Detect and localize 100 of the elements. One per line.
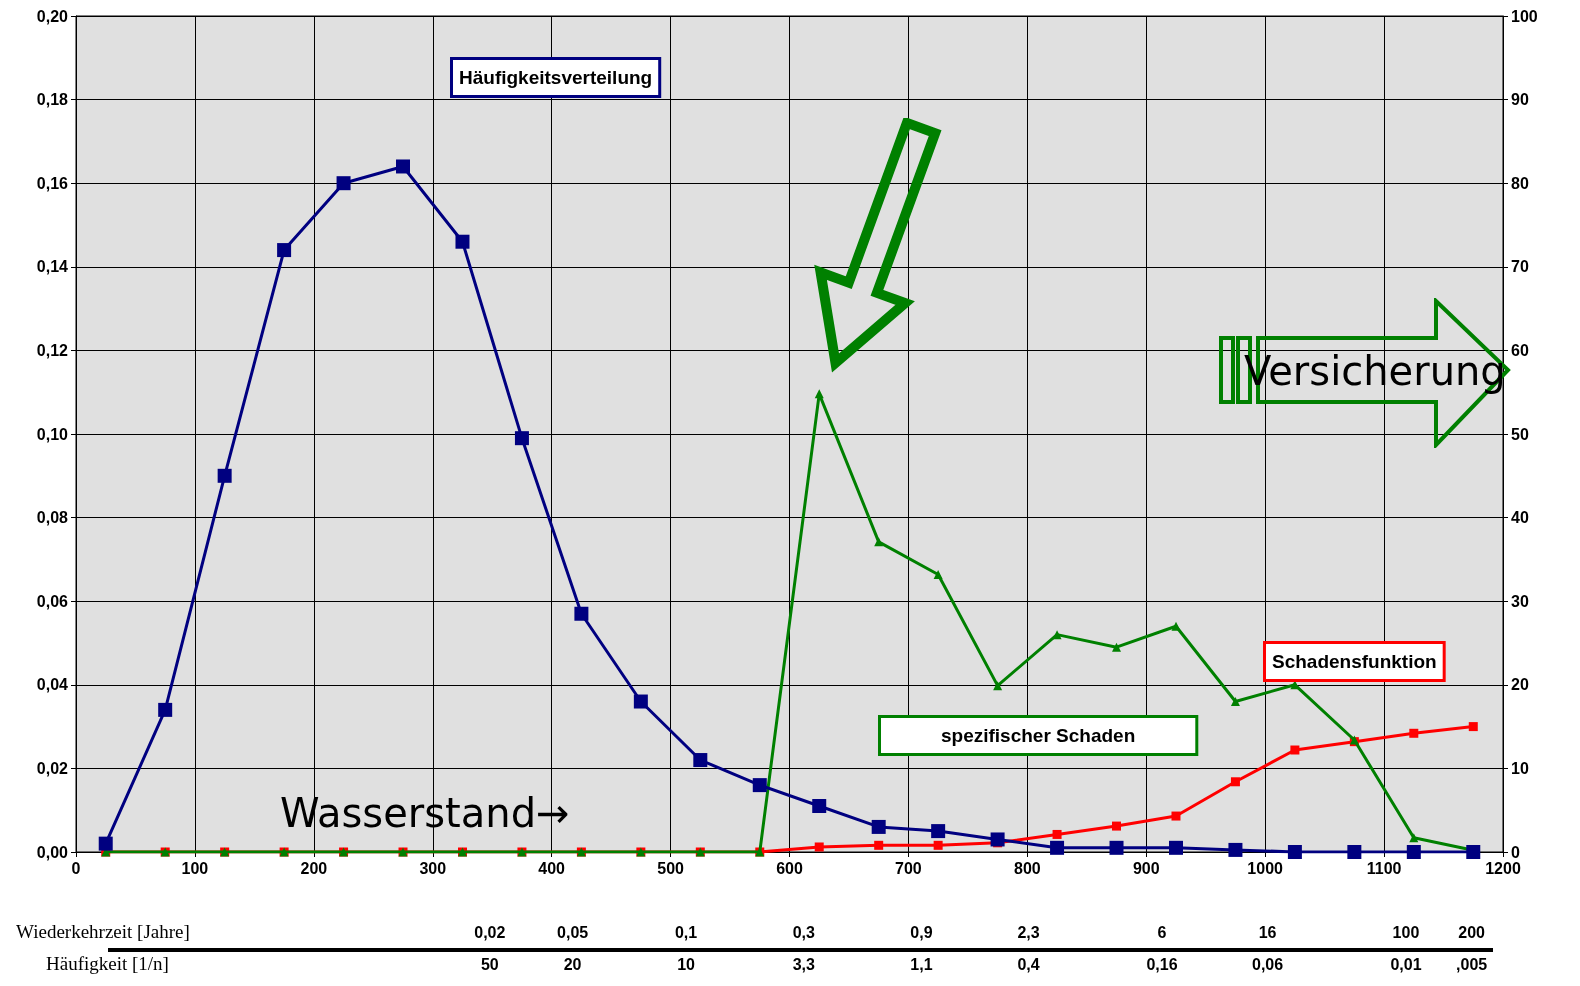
text: Häufigkeit [1/n] <box>46 953 169 974</box>
text: Häufigkeitsverteilung <box>459 67 653 88</box>
point <box>98 836 113 851</box>
point <box>1171 621 1181 631</box>
point <box>1112 821 1122 831</box>
y2-tick-label: 40 <box>1511 509 1529 527</box>
point <box>1168 840 1183 855</box>
point <box>1290 745 1300 755</box>
text: 0,1 <box>674 923 698 941</box>
y-tick-label: 0,20 <box>36 7 69 25</box>
y2-tick-label: 80 <box>1511 174 1529 192</box>
point <box>1287 845 1302 859</box>
x-tick-label: 200 <box>300 859 328 877</box>
point <box>1409 728 1419 738</box>
x-tick-label: 700 <box>895 859 922 877</box>
y2-tick-label: 10 <box>1511 759 1529 777</box>
point <box>514 431 529 446</box>
x-tick-label: 1100 <box>1366 859 1402 877</box>
text: 0,3 <box>792 923 815 941</box>
y2-tick-label: 100 <box>1511 7 1538 25</box>
point <box>814 842 824 852</box>
y-tick-label: 0,14 <box>36 258 69 276</box>
text: spezifischer Schaden <box>941 725 1136 746</box>
y-tick-label: 0,10 <box>36 425 69 443</box>
y-tick-label: 0,02 <box>36 759 69 777</box>
text: 16 <box>1258 923 1277 941</box>
text: 2,3 <box>1017 923 1040 941</box>
x-tick-label: 100 <box>181 859 209 877</box>
point <box>1050 840 1065 855</box>
y-tick-label: 0,00 <box>36 843 69 861</box>
x-tick-label: 0 <box>71 859 81 877</box>
y2-tick-label: 70 <box>1511 258 1529 276</box>
y2-tick-label: 20 <box>1511 676 1529 694</box>
point <box>455 234 470 249</box>
point <box>933 840 943 850</box>
point <box>931 824 946 839</box>
point <box>396 159 411 174</box>
point <box>1466 845 1481 859</box>
point <box>1347 845 1362 859</box>
y2-tick-label: 60 <box>1511 341 1529 359</box>
point <box>1228 842 1243 857</box>
point <box>812 799 827 814</box>
point <box>574 606 589 621</box>
x-tick-label: 1000 <box>1247 859 1284 877</box>
point <box>933 569 943 579</box>
text: 0,06 <box>1251 955 1284 973</box>
point <box>1230 697 1240 707</box>
text: 10 <box>677 955 696 973</box>
text: 0,02 <box>474 923 506 941</box>
point <box>1112 642 1122 652</box>
text: 200 <box>1458 923 1486 941</box>
y2-tick-label: 50 <box>1511 425 1529 443</box>
point <box>158 702 173 717</box>
point <box>277 243 292 258</box>
y-tick-label: 0,16 <box>36 174 69 192</box>
y2-tick-label: 90 <box>1511 91 1529 109</box>
point <box>1468 722 1478 732</box>
point <box>871 819 886 834</box>
y-tick-label: 0,08 <box>36 509 69 527</box>
text: 0,9 <box>910 923 933 941</box>
point <box>336 176 351 191</box>
text: 100 <box>1392 923 1420 941</box>
text: 1,1 <box>910 955 933 973</box>
text: 0,05 <box>557 923 589 941</box>
text: 3,3 <box>792 955 815 973</box>
x-tick-label: 600 <box>776 859 803 877</box>
x-tick-label: 500 <box>657 859 685 877</box>
x-tick-label: 400 <box>538 859 566 877</box>
point <box>1171 811 1181 821</box>
point <box>633 694 648 709</box>
text: 0,4 <box>1017 955 1040 973</box>
y-tick-label: 0,18 <box>36 91 69 109</box>
point <box>1052 829 1062 839</box>
text: Wiederkehrzeit [Jahre] <box>16 921 190 942</box>
text: 0,01 <box>1390 955 1422 973</box>
y2-tick-label: 0 <box>1511 843 1520 861</box>
y-tick-label: 0,06 <box>36 592 69 610</box>
x-tick-label: 900 <box>1132 859 1160 877</box>
x-tick-label: 300 <box>419 859 447 877</box>
y-tick-label: 0,04 <box>36 676 69 694</box>
point <box>874 840 884 850</box>
point <box>1230 777 1240 787</box>
text: 50 <box>480 955 499 973</box>
point <box>990 832 1005 847</box>
point <box>1406 845 1421 859</box>
text: 20 <box>563 955 582 973</box>
point <box>693 753 708 768</box>
point <box>1109 840 1124 855</box>
y2-tick-label: 30 <box>1511 592 1529 610</box>
point <box>1052 630 1062 640</box>
x-tick-label: 800 <box>1013 859 1041 877</box>
x-tick-label: 1200 <box>1485 859 1521 877</box>
point <box>752 778 767 793</box>
text: ,005 <box>1456 955 1488 973</box>
y-tick-label: 0,12 <box>36 341 69 359</box>
text: 0,16 <box>1146 955 1178 973</box>
point <box>993 681 1003 691</box>
point <box>217 468 232 483</box>
text: 6 <box>1157 923 1167 941</box>
text: Schadensfunktion <box>1272 651 1437 672</box>
